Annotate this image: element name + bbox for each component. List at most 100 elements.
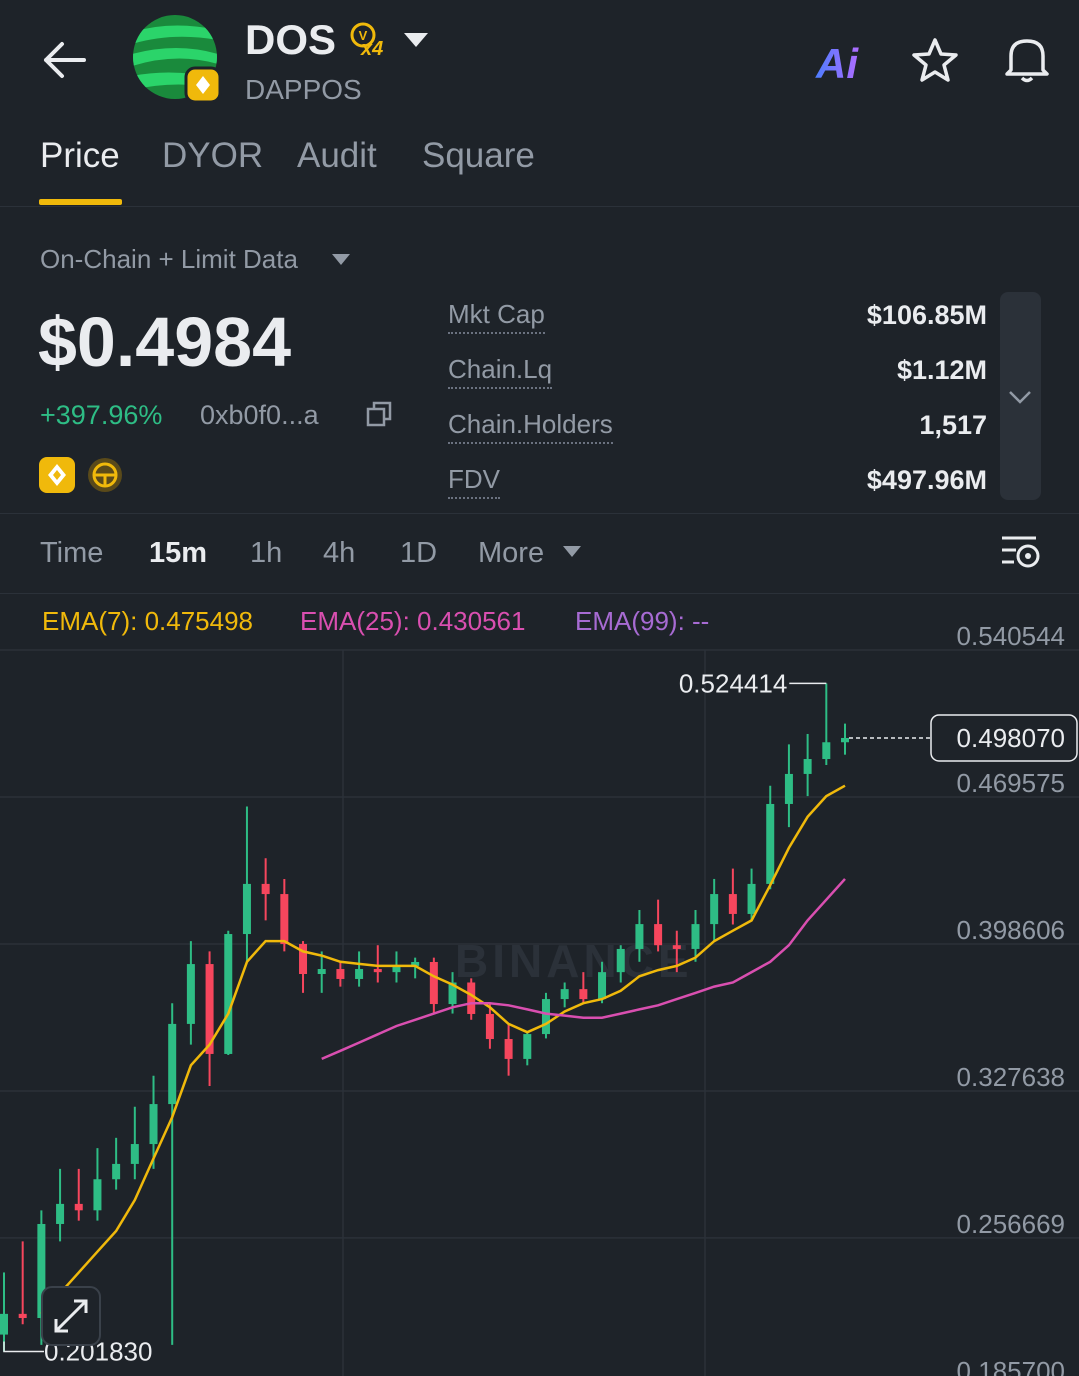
candle-body (112, 1163, 121, 1180)
stat-value: $497.96M (866, 465, 987, 495)
candle-body (523, 1034, 532, 1059)
candle-body (784, 773, 793, 804)
candle-body (635, 924, 644, 949)
price-change: +397.96% (40, 400, 163, 430)
candle-body (747, 883, 756, 914)
candle-body (130, 1144, 139, 1164)
token-logo (133, 15, 222, 104)
stat-value: 1,517 (919, 410, 987, 440)
timeframe[interactable]: Time (40, 537, 104, 569)
dropdown-arrow[interactable] (402, 30, 430, 50)
candle-body (579, 989, 588, 1000)
svg-text:V: V (359, 28, 368, 43)
data-source[interactable]: On-Chain + Limit Data (40, 244, 298, 274)
chain-icons (39, 457, 122, 493)
last-price-label: 0.498070 (957, 723, 1065, 753)
dropdown-arrow[interactable] (561, 544, 583, 560)
tab[interactable]: Square (422, 136, 535, 175)
stat-label[interactable]: Chain.Holders (448, 409, 613, 444)
candle-body (392, 965, 401, 973)
candle-body (93, 1179, 102, 1211)
ai-label: Ai (815, 40, 859, 87)
stat-value: $1.12M (896, 355, 987, 385)
candle-body (728, 894, 737, 914)
stat-label[interactable]: FDV (448, 464, 500, 499)
candle-body (411, 961, 420, 966)
y-tick-label: 0.469575 (957, 768, 1065, 798)
candle-body (841, 737, 849, 743)
candle-body (168, 1023, 177, 1105)
candle-body (373, 969, 382, 973)
token-badge: x4 (361, 38, 384, 60)
candle-body (242, 883, 251, 935)
candle-body (280, 894, 289, 944)
candle-body (691, 924, 700, 949)
contract-address: 0xb0f0...a (200, 400, 319, 430)
candle-body (467, 982, 476, 1014)
legend-ema7: EMA(7): 0.475498 (42, 606, 253, 636)
candle-body (74, 1203, 83, 1211)
candlestick-chart: BINANCE 0.1857000.2566690.3276380.398606… (0, 606, 1079, 1376)
candle-body (0, 1313, 8, 1335)
copy-button[interactable] (365, 400, 395, 430)
candle-body (18, 1313, 27, 1319)
stat-label[interactable]: Mkt Cap (448, 299, 545, 334)
chart-settings[interactable] (1000, 534, 1044, 574)
candle-body (616, 948, 625, 973)
candle-body (560, 989, 569, 1000)
back-button[interactable] (40, 38, 90, 82)
candle-body (317, 969, 326, 975)
candle-body (299, 943, 308, 975)
low-marker-line (3, 1341, 44, 1353)
candle-body (186, 964, 195, 1024)
candle-body (541, 999, 550, 1035)
y-tick-label: 0.398606 (957, 915, 1065, 945)
candle-body (355, 969, 364, 979)
timeframe[interactable]: More (478, 537, 545, 569)
last-price-box (930, 714, 1078, 762)
candle-body (37, 1223, 46, 1319)
alert-button[interactable] (1002, 34, 1052, 84)
tab[interactable]: Price (40, 136, 120, 175)
candle-body (672, 945, 681, 949)
timeframe[interactable]: 1D (400, 537, 438, 569)
candle-body (336, 969, 345, 979)
candle-body (504, 1039, 513, 1059)
candle-body (429, 961, 438, 1005)
timeframe[interactable]: 4h (323, 537, 356, 569)
candle-body (224, 934, 233, 1054)
y-tick-label: 0.327638 (957, 1062, 1065, 1092)
dropdown-arrow[interactable] (330, 252, 352, 268)
y-tick-label: 0.256669 (957, 1209, 1065, 1239)
price: $0.4984 (38, 303, 292, 381)
ema-line (40, 784, 846, 1315)
legend-ema99: EMA(99): -- (575, 606, 709, 636)
expand-stats[interactable] (1000, 292, 1041, 500)
candle-body (822, 742, 831, 760)
favorite-button[interactable] (910, 36, 960, 84)
candle-body (766, 803, 775, 884)
y-tick-label: 0.185700 (957, 1356, 1065, 1376)
stat-value: $106.85M (866, 300, 987, 330)
tab[interactable]: Audit (297, 136, 377, 175)
stat-label[interactable]: Chain.Lq (448, 354, 553, 389)
fullscreen-button[interactable] (41, 1286, 101, 1346)
divider (0, 513, 1079, 514)
token-name: DAPPOS (245, 74, 362, 105)
divider (0, 593, 1079, 594)
high-marker-label: 0.524414 (679, 668, 787, 698)
divider (0, 206, 1079, 207)
candle-body (448, 982, 457, 1005)
candle-body (654, 924, 663, 946)
candle-body (205, 964, 214, 1054)
ai-button[interactable]: Ai (812, 36, 876, 88)
tab[interactable]: DYOR (162, 136, 264, 175)
timeframe[interactable]: 1h (250, 537, 283, 569)
candle-body (710, 894, 719, 925)
candle-body (598, 972, 607, 1000)
candle-body (485, 1013, 494, 1040)
candle-body (803, 759, 812, 774)
timeframe[interactable]: 15m (149, 537, 208, 569)
badge-icon: V (350, 22, 376, 48)
